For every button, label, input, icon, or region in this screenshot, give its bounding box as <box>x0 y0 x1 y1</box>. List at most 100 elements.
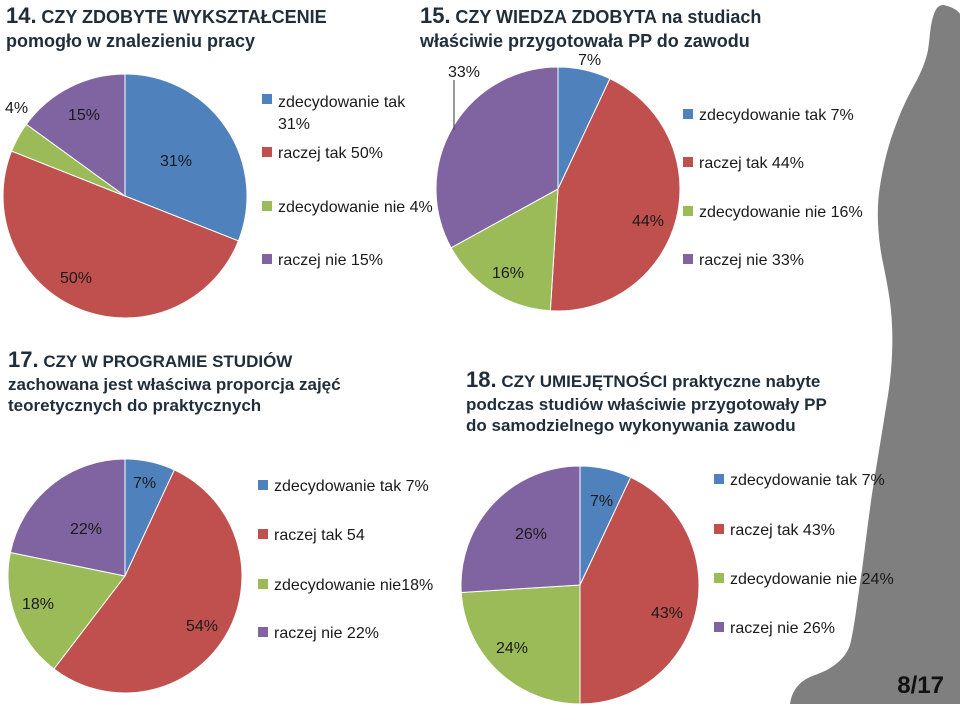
chart-17-data-label-zn: 18% <box>22 596 55 613</box>
chart-17-slice-zn <box>7 551 126 670</box>
chart-14-legend-label-rt: raczej tak 50% <box>278 145 383 162</box>
chart-14-pie <box>2 73 248 319</box>
chart-15-legend-item-rn: raczej nie 33% <box>683 252 804 270</box>
chart-18-slice-zn <box>460 584 581 705</box>
legend-swatch <box>683 254 693 264</box>
chart-17-legend: zdecydowanie tak 7% raczej tak 54 zdecyd… <box>258 478 458 658</box>
chart-17-slice-rn <box>9 458 126 577</box>
chart-18-legend-label-rn: raczej nie 26% <box>730 620 835 637</box>
chart-15-legend-item-zt: zdecydowanie tak 7% <box>683 107 854 125</box>
chart-18-legend-label-rt: raczej tak 43% <box>730 522 835 539</box>
legend-swatch <box>258 480 268 490</box>
chart-14-legend-item-zn: zdecydowanie nie 4% <box>262 199 433 217</box>
legend-swatch <box>714 524 724 534</box>
chart-15-legend-item-zn: zdecydowanie nie 16% <box>683 204 863 222</box>
chart-15-data-label-rt: 44% <box>632 213 665 230</box>
chart-14-title-line2: pomogło w znalezieniu pracy <box>6 30 256 51</box>
chart-15-slice-rn <box>435 66 559 249</box>
chart-14-slice-rt <box>2 150 240 319</box>
chart-18-slice-rn <box>460 465 581 594</box>
chart-15-legend-label-zn: zdecydowanie nie 16% <box>699 204 863 221</box>
chart-17-legend-item-zt: zdecydowanie tak 7% <box>258 478 429 496</box>
chart-14-data-label-zt: 31% <box>160 153 193 170</box>
legend-swatch <box>262 94 272 104</box>
chart-18-legend-item-rt: raczej tak 43% <box>714 522 835 540</box>
chart-18-number: 18. <box>466 367 497 392</box>
chart-15-legend-label-rn: raczej nie 33% <box>699 252 804 269</box>
legend-swatch <box>683 109 693 119</box>
chart-14-legend: zdecydowanie tak 31% raczej tak 50% zdec… <box>262 92 462 272</box>
chart-14-title: 14. CZY ZDOBYTE WYKSZTAŁCENIE pomogło w … <box>6 2 327 52</box>
chart-17-title-line3: teoretycznych do praktycznych <box>8 395 262 415</box>
chart-15-legend-label-rt: raczej tak 44% <box>699 155 804 172</box>
chart-18-title-line2: podczas studiów właściwie przygotowały P… <box>466 394 827 414</box>
chart-17-legend-label-zn: zdecydowanie nie18% <box>274 577 434 594</box>
legend-swatch <box>714 573 724 583</box>
chart-15-data-label-zn: 16% <box>492 265 525 282</box>
chart-14-legend-item-rn: raczej nie 15% <box>262 252 383 270</box>
chart-18-title-line3: do samodzielnego wykonywania zawodu <box>466 415 796 435</box>
chart-18-data-label-zn: 24% <box>496 640 529 657</box>
chart-18-title-line1: CZY UMIEJĘTNOŚCI praktyczne nabyte <box>501 372 821 391</box>
chart-17-number: 17. <box>8 347 39 372</box>
chart-14-number: 14. <box>6 3 37 28</box>
chart-15-data-label-rn: 33% <box>448 64 481 81</box>
chart-17-data-label-rn: 22% <box>70 521 103 538</box>
chart-15-title-line2: właściwie przygotowała PP do zawodu <box>420 30 750 51</box>
chart-17-pie <box>7 458 243 694</box>
chart-14-legend-label-zn: zdecydowanie nie 4% <box>278 199 433 216</box>
chart-15-legend-label-zt: zdecydowanie tak 7% <box>699 107 854 124</box>
legend-swatch <box>262 147 272 157</box>
chart-18-data-label-rn: 26% <box>515 526 548 543</box>
chart-18-legend-item-zt: zdecydowanie tak 7% <box>714 472 885 490</box>
legend-swatch <box>262 201 272 211</box>
chart-15-slice-rt <box>549 77 681 312</box>
chart-15-number: 15. <box>420 3 451 28</box>
legend-swatch <box>258 529 268 539</box>
chart-14-slice-zt <box>124 73 248 242</box>
chart-15-title-line1: CZY WIEDZA ZDOBYTA na studiach <box>455 7 762 27</box>
chart-15-slice-zn <box>450 188 559 312</box>
chart-14-title-line1: CZY ZDOBYTE WYKSZTAŁCENIE <box>41 7 327 27</box>
legend-swatch <box>258 627 268 637</box>
chart-18-slice-rt <box>579 476 700 705</box>
chart-18-title: 18. CZY UMIEJĘTNOŚCI praktyczne nabyte p… <box>466 366 827 436</box>
chart-18-legend-label-zt: zdecydowanie tak 7% <box>730 472 885 489</box>
chart-17-title-line2: zachowana jest właściwa proporcja zajęć <box>8 374 341 394</box>
chart-14-data-label-zn: 4% <box>5 100 29 117</box>
legend-swatch <box>714 474 724 484</box>
chart-14-legend-item-zt: zdecydowanie tak 31% <box>262 92 418 136</box>
page-number: 8/17 <box>897 672 944 699</box>
chart-18-legend: zdecydowanie tak 7% raczej tak 43% zdecy… <box>714 472 914 652</box>
chart-18-legend-item-zn: zdecydowanie nie 24% <box>714 571 894 589</box>
chart-15-legend-item-rt: raczej tak 44% <box>683 155 804 173</box>
chart-17-title-line1: CZY W PROGRAMIE STUDIÓW <box>43 352 293 371</box>
chart-18-legend-item-rn: raczej nie 26% <box>714 620 835 638</box>
chart-18-data-label-zt: 7% <box>590 493 614 510</box>
legend-swatch <box>683 206 693 216</box>
chart-17-legend-item-rt: raczej tak 54 <box>258 527 365 545</box>
chart-14-data-label-rt: 50% <box>60 270 93 287</box>
legend-swatch <box>683 157 693 167</box>
chart-17-legend-item-rn: raczej nie 22% <box>258 625 379 643</box>
chart-14-legend-label-rn: raczej nie 15% <box>278 252 383 269</box>
chart-14-legend-label-zt: zdecydowanie tak 31% <box>278 94 406 133</box>
chart-18-pie <box>460 465 700 705</box>
chart-17-legend-label-rt: raczej tak 54 <box>274 527 365 544</box>
chart-15-data-label-zt: 7% <box>578 52 602 69</box>
legend-swatch <box>714 622 724 632</box>
chart-15-legend: zdecydowanie tak 7% raczej tak 44% zdecy… <box>683 107 883 287</box>
chart-17-legend-label-rn: raczej nie 22% <box>274 625 379 642</box>
chart-17-legend-label-zt: zdecydowanie tak 7% <box>274 478 429 495</box>
chart-18-data-label-rt: 43% <box>651 605 684 622</box>
legend-swatch <box>258 579 268 589</box>
chart-17-data-label-rt: 54% <box>186 618 219 635</box>
chart-15-leader-line <box>453 80 455 130</box>
chart-14-data-label-rn: 15% <box>68 107 101 124</box>
chart-17-data-label-zt: 7% <box>133 475 157 492</box>
legend-swatch <box>262 254 272 264</box>
chart-18-legend-label-zn: zdecydowanie nie 24% <box>730 571 894 588</box>
chart-17-legend-item-zn: zdecydowanie nie18% <box>258 577 433 595</box>
chart-15-pie <box>435 66 681 312</box>
